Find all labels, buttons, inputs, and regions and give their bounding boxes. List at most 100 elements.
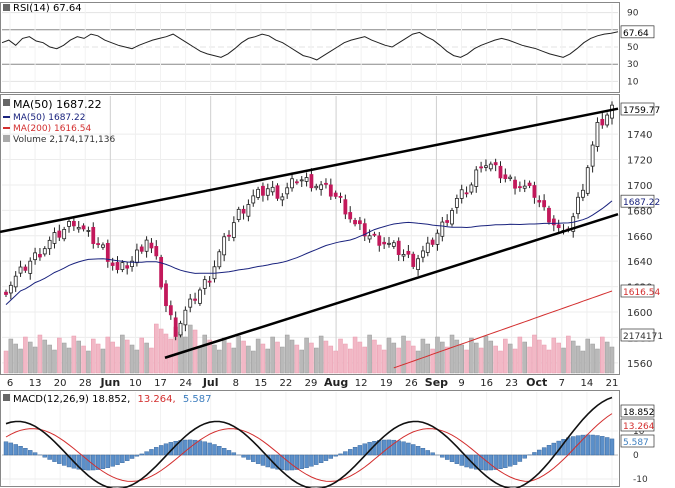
x-axis-label: Sep [425,376,448,389]
macd-histogram-bar [338,453,343,456]
lower-trendline [164,212,619,359]
candle-body [81,225,86,230]
candle-body [503,174,508,179]
candle-body [251,195,256,204]
macd-histogram-bar [294,454,300,470]
macd-histogram-bar [600,436,605,456]
macd-histogram-bar [81,454,86,471]
candle-body [265,188,270,196]
volume-bar [556,342,561,374]
volume-bar [575,345,581,374]
volume-bar [570,340,576,374]
macd-histogram-bar [144,451,149,456]
macd-histogram-bar [42,454,47,458]
macd-histogram-bar [590,434,595,456]
candle-body [382,241,387,245]
macd-histogram-bar [314,454,319,465]
candle-body [294,181,299,184]
ma50-value-badge-box [620,194,655,208]
volume-bar [435,336,440,374]
macd-histogram-bar [23,448,28,456]
candle-body [450,210,454,225]
candle-body [217,251,222,268]
rsi-value-badge: 67.64 [620,25,655,39]
candle-body [585,167,590,194]
macd-label-main: MACD(12,26,9) 18.852, [13,394,130,405]
volume-bar [401,335,406,374]
volume-bar [493,345,498,374]
price-tick-label: 1660 [627,232,652,243]
volume-bar [284,334,290,374]
candle-body [387,242,391,245]
candle-body [498,165,503,179]
upper-trendline [0,107,619,234]
macd-histogram-bar [197,440,203,456]
candle-body [110,262,115,266]
candle-body [595,122,600,147]
volume-bar [255,338,261,374]
macd-histogram-bar [158,445,164,456]
candle-body [57,230,62,238]
candle-body [241,208,246,214]
candle-body [120,262,125,270]
volume-bar [566,335,571,374]
macd-histogram-bar [532,452,537,456]
candle-body [285,187,290,195]
volume-bar [212,344,217,374]
price-tick-label: 1700 [627,181,652,192]
volume-bar [362,346,368,374]
ma200-value-badge: 1616.54 [620,284,660,298]
volume-bar [57,337,62,374]
candle-body [275,185,280,199]
macd-histogram-bar [212,444,217,456]
candle-body [343,199,348,215]
macd-histogram-bar [488,454,493,471]
candle-body [178,322,183,336]
macd-histogram-bar [221,448,227,456]
macd-histogram-bar [507,454,513,467]
candle-body [270,186,275,193]
rsi-tick-label: 90 [627,9,639,19]
volume-bar [27,341,33,374]
macd-histogram-bar [309,454,314,467]
volume-legend-swatch [3,135,10,142]
macd-histogram-bar [483,454,489,471]
volume-bar [52,349,57,374]
x-axis-label: 19 [380,378,393,389]
volume-bar [8,338,14,374]
candle-body [328,184,333,197]
macd-histogram-bar [546,445,552,456]
macd-histogram-bar [391,439,397,456]
macd-histogram-bar [571,436,576,456]
macd-histogram-bar [459,454,464,466]
macd-histogram-bar [474,454,479,470]
macd-histogram-bar [61,454,67,466]
macd-legend-swatch [3,394,10,401]
macd-histogram-bar [3,441,9,456]
macd-histogram-bar [86,454,91,471]
volume-bar [420,338,426,374]
rsi-tick-label: 50 [627,43,639,53]
macd-histogram-bar [493,454,498,470]
macd-histogram-bar [260,454,266,466]
ma200-legend-label: MA(200) 1616.54 [13,124,91,134]
volume-bar [352,336,358,374]
last-price-badge-box [620,102,655,116]
volume-bar [338,338,343,374]
volume-bar [289,339,295,374]
candle-body [101,244,105,248]
macd-histogram-bar [280,454,285,471]
candle-body [459,189,464,199]
candle-body [299,179,304,182]
macd-histogram-bar [275,454,280,470]
volume-bar [604,341,610,374]
candle-body [517,186,522,189]
x-axis-label: Aug [324,376,348,389]
candle-body [362,223,367,237]
volume-value-badge-text: 2174171 [623,332,663,342]
macd-label-hist: 5.587 [183,394,212,405]
macd-histogram-bar [66,454,72,468]
candle-body [576,196,580,215]
volume-bar [250,350,256,374]
price-tick-label: 1640 [627,257,652,268]
